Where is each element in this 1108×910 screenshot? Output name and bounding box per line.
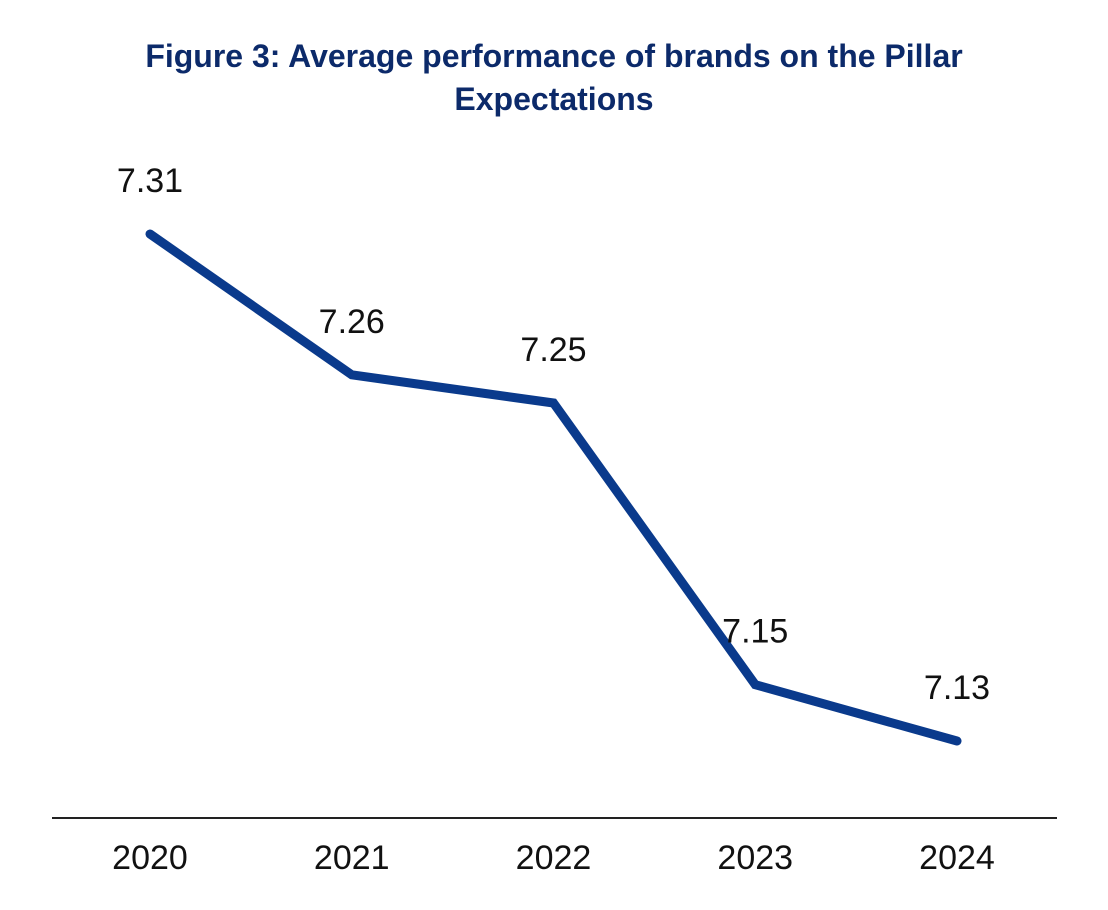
x-tick-label: 2023 bbox=[717, 839, 793, 877]
data-label: 7.25 bbox=[520, 331, 586, 369]
data-label: 7.13 bbox=[924, 669, 990, 707]
data-label: 7.31 bbox=[117, 162, 183, 200]
x-tick-label: 2024 bbox=[919, 839, 995, 877]
data-label: 7.26 bbox=[319, 303, 385, 341]
data-label: 7.15 bbox=[722, 613, 788, 651]
x-tick-label: 2022 bbox=[516, 839, 592, 877]
chart-title: Figure 3: Average performance of brands … bbox=[145, 38, 963, 117]
line-series bbox=[145, 229, 962, 746]
x-tick-label: 2020 bbox=[112, 839, 188, 877]
x-tick-label: 2021 bbox=[314, 839, 390, 877]
